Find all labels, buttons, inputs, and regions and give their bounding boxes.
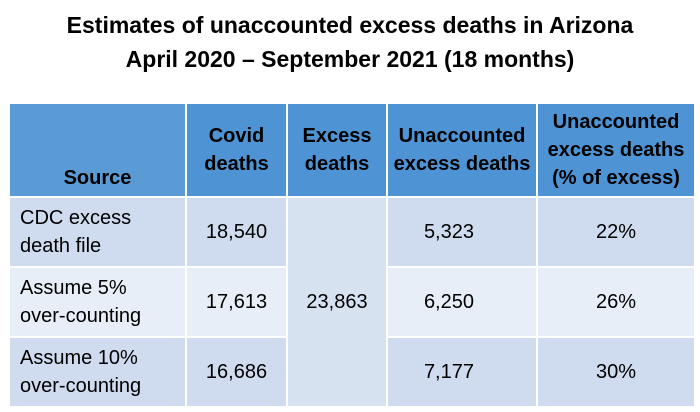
unaccounted-pct-cell: 26% bbox=[536, 266, 696, 338]
header-row: Source Covid deaths Excess deaths Unacco… bbox=[8, 102, 696, 198]
header-excess-deaths: Excess deaths bbox=[286, 102, 388, 198]
page-title: Estimates of unaccounted excess deaths i… bbox=[0, 8, 700, 76]
header-excess-line-2: deaths bbox=[304, 153, 370, 175]
unaccounted-cell: 5,323 bbox=[386, 196, 538, 268]
source-line-1: CDC excess bbox=[20, 207, 132, 229]
covid-deaths-cell: 16,686 bbox=[185, 336, 288, 408]
source-cell: Assume 5% over-counting bbox=[8, 266, 187, 338]
source-cell: Assume 10% over-counting bbox=[8, 336, 187, 408]
excess-deaths-cell: 23,863 bbox=[286, 196, 388, 408]
unaccounted-cell: 7,177 bbox=[386, 336, 538, 408]
table-row: CDC excess death file 18,540 23,863 5,32… bbox=[8, 196, 696, 408]
unaccounted-cell: 6,250 bbox=[386, 266, 538, 338]
unaccounted-pct-cell: 30% bbox=[536, 336, 696, 408]
header-source: Source bbox=[8, 102, 187, 198]
covid-deaths-cell: 18,540 bbox=[185, 196, 288, 268]
source-line-1: Assume 10% bbox=[20, 347, 138, 369]
source-line-2: over-counting bbox=[20, 375, 142, 397]
excess-deaths-table: Source Covid deaths Excess deaths Unacco… bbox=[8, 102, 696, 408]
source-line-1: Assume 5% bbox=[20, 277, 127, 299]
title-line-2: April 2020 – September 2021 (18 months) bbox=[125, 46, 575, 72]
header-covid-deaths: Covid deaths bbox=[185, 102, 288, 198]
unaccounted-pct-cell: 22% bbox=[536, 196, 696, 268]
header-covid-line-2: deaths bbox=[204, 153, 269, 175]
header-covid-line-1: Covid bbox=[208, 125, 265, 147]
header-excess-line-1: Excess bbox=[302, 125, 372, 147]
title-line-1: Estimates of unaccounted excess deaths i… bbox=[66, 12, 634, 38]
covid-deaths-cell: 17,613 bbox=[185, 266, 288, 338]
header-unaccounted-line-1: Unaccounted bbox=[398, 125, 526, 147]
header-pct-line-2: excess deaths bbox=[547, 139, 685, 161]
header-unaccounted-line-2: excess deaths bbox=[393, 153, 531, 175]
source-line-2: over-counting bbox=[20, 305, 142, 327]
header-unaccounted-pct: Unaccounted excess deaths (% of excess) bbox=[536, 102, 696, 198]
source-line-2: death file bbox=[20, 235, 102, 257]
table-row: Assume 5% over-counting 17,613 6,250 26% bbox=[8, 266, 696, 338]
header-pct-line-3: (% of excess) bbox=[552, 167, 680, 189]
header-source-label: Source bbox=[63, 167, 132, 189]
header-unaccounted: Unaccounted excess deaths bbox=[386, 102, 538, 198]
table-row: Assume 10% over-counting 16,686 7,177 30… bbox=[8, 336, 696, 408]
source-cell: CDC excess death file bbox=[8, 196, 187, 268]
header-pct-line-1: Unaccounted bbox=[552, 111, 680, 133]
